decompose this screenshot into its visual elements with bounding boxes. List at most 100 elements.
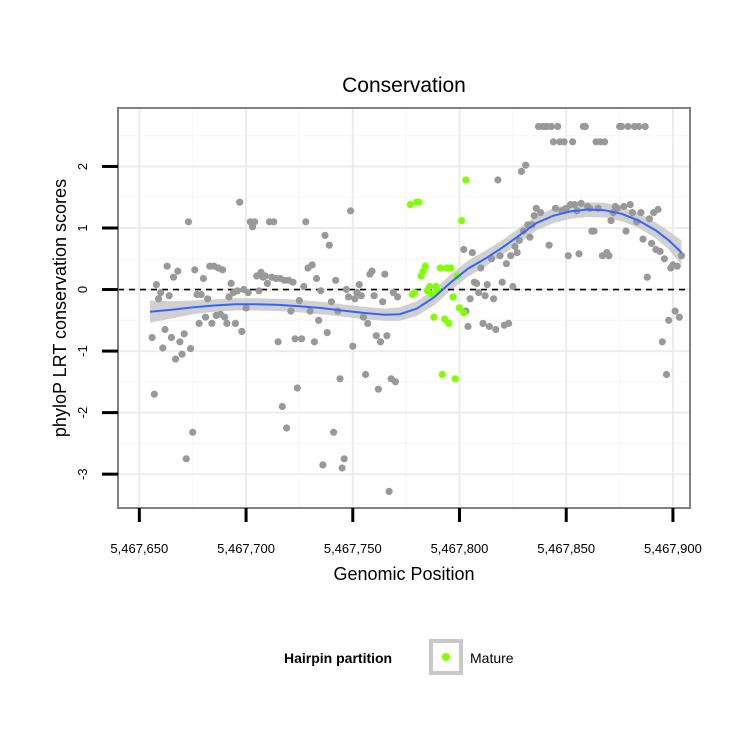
conservation-point	[481, 292, 489, 300]
conservation-point	[537, 209, 545, 217]
y-tick-label: -2	[75, 407, 90, 419]
conservation-point	[372, 332, 380, 340]
conservation-point	[564, 252, 572, 260]
legend-label-mature: Mature	[470, 650, 514, 666]
conservation-point	[315, 316, 323, 324]
conservation-point	[522, 161, 530, 169]
mature-point	[415, 198, 423, 206]
conservation-point	[639, 235, 647, 243]
conservation-point	[155, 295, 163, 303]
legend-key-mature-dot	[442, 653, 450, 661]
conservation-point	[605, 252, 613, 260]
conservation-point	[494, 176, 502, 184]
conservation-point	[618, 122, 626, 131]
conservation-point	[287, 307, 295, 315]
mature-point	[449, 293, 457, 301]
conservation-point	[381, 270, 389, 278]
chart-title: Conservation	[342, 74, 466, 97]
conservation-point	[385, 487, 393, 495]
conservation-point	[394, 293, 402, 301]
conservation-point	[624, 122, 632, 131]
conservation-point	[157, 289, 165, 297]
conservation-point	[675, 313, 683, 321]
conservation-point	[197, 290, 205, 299]
conservation-point	[270, 218, 278, 226]
conservation-point	[231, 319, 239, 327]
conservation-point	[298, 335, 306, 343]
conservation-point	[221, 313, 229, 321]
conservation-point	[391, 378, 400, 386]
conservation-point	[323, 329, 331, 337]
y-axis: -3 -2 -1 0 1 2	[75, 163, 118, 480]
conservation-point	[310, 338, 318, 346]
conservation-point	[242, 304, 250, 312]
conservation-point	[165, 292, 173, 300]
x-tick-label: 5,467,900	[644, 541, 702, 556]
conservation-point	[554, 122, 562, 131]
conservation-point	[571, 201, 579, 209]
conservation-point	[477, 264, 485, 272]
mature-point	[455, 304, 464, 312]
conservation-point	[308, 261, 316, 269]
conservation-point	[620, 202, 628, 211]
mature-point	[426, 282, 434, 291]
conservation-point	[306, 307, 314, 315]
y-tick-label: -1	[75, 345, 90, 357]
conservation-point	[359, 313, 367, 321]
conservation-point	[643, 273, 651, 281]
conservation-point	[364, 319, 372, 327]
conservation-point	[342, 285, 350, 294]
x-tick-label: 5,467,800	[431, 541, 489, 556]
conservation-point	[251, 218, 259, 226]
conservation-point	[530, 212, 538, 220]
conservation-point	[645, 215, 654, 223]
conservation-point	[601, 138, 609, 146]
conservation-point	[671, 307, 679, 315]
conservation-point	[656, 247, 664, 255]
conservation-point	[233, 287, 242, 295]
conservation-point	[161, 325, 169, 334]
conservation-point	[492, 325, 500, 334]
confidence-ribbon-layer	[150, 202, 682, 323]
conservation-point	[148, 333, 156, 342]
conservation-point	[357, 292, 365, 300]
conservation-point	[355, 281, 363, 289]
conservation-point	[577, 199, 585, 207]
conservation-point	[317, 287, 325, 295]
conservation-point	[517, 167, 526, 175]
y-tick-label: 0	[75, 286, 90, 293]
conservation-point	[376, 338, 385, 346]
y-axis-title: phyloP LRT conservation scores	[50, 179, 70, 437]
conservation-point	[163, 262, 171, 270]
mature-point	[430, 313, 438, 321]
mature-point	[438, 370, 446, 379]
conservation-point	[479, 319, 487, 327]
conservation-point	[473, 279, 481, 287]
smooth-line-layer	[149, 208, 683, 316]
conservation-point	[201, 313, 210, 321]
conservation-point	[673, 262, 681, 270]
conservation-point	[513, 249, 521, 257]
mature-point	[436, 264, 444, 272]
conservation-point	[319, 461, 327, 469]
conservation-point	[219, 266, 227, 274]
conservation-point	[622, 227, 630, 235]
y-tick-label: 2	[75, 163, 90, 170]
conservation-point	[658, 338, 666, 346]
mature-point	[428, 290, 436, 299]
conservation-point	[236, 198, 244, 206]
y-tick-label: 1	[75, 224, 90, 231]
x-tick-label: 5,467,700	[217, 541, 275, 556]
conservation-point	[302, 218, 310, 226]
conservation-point	[293, 384, 301, 392]
conservation-point	[496, 252, 504, 260]
conservation-point	[628, 209, 637, 217]
conservation-point	[261, 272, 269, 280]
conservation-point	[509, 282, 517, 291]
mature-point	[406, 201, 414, 209]
conservation-point	[626, 201, 634, 209]
conservation-point	[460, 245, 468, 254]
x-tick-label: 5,467,750	[324, 541, 382, 556]
conservation-point	[195, 319, 203, 327]
conservation-point	[327, 298, 335, 306]
